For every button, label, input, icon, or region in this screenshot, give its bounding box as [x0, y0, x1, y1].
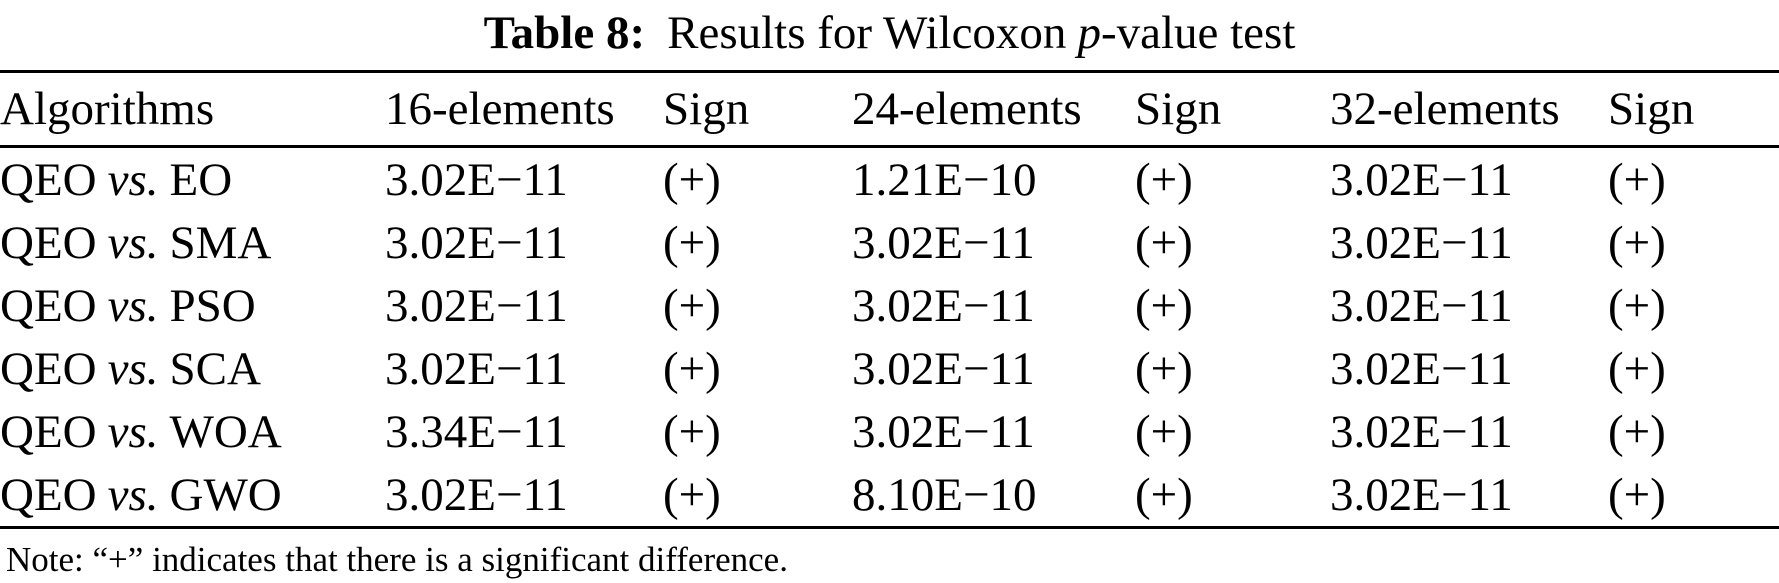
column-header-16-elements: 16-elements: [385, 71, 663, 148]
pvalue-cell: 3.02E−11: [852, 342, 1035, 395]
sign-cell: (+): [663, 342, 721, 395]
sign-cell: (+): [1608, 153, 1666, 206]
vs-label: vs.: [107, 468, 159, 521]
algorithm-opponent: EO: [169, 153, 233, 206]
algorithm-base: QEO: [0, 405, 97, 458]
column-header-sign-32: Sign: [1608, 71, 1779, 148]
pvalue-cell: 3.02E−11: [385, 279, 568, 332]
pvalue-cell: 3.02E−11: [385, 468, 568, 521]
sign-cell: (+): [1135, 216, 1193, 269]
algorithm-base: QEO: [0, 216, 97, 269]
algorithm-base: QEO: [0, 153, 97, 206]
table-caption-text: Results for Wilcoxon: [667, 7, 1067, 59]
algorithm-pair-cell: QEO vs. EO: [0, 147, 385, 212]
sign-cell: (+): [663, 468, 721, 521]
algorithm-opponent: SMA: [169, 216, 272, 269]
header-row: Algorithms 16-elements Sign 24-elements …: [0, 71, 1779, 148]
column-header-algorithms: Algorithms: [0, 71, 385, 148]
pvalue-cell: 3.02E−11: [852, 216, 1035, 269]
sign-cell: (+): [663, 405, 721, 458]
algorithm-pair-cell: QEO vs. GWO: [0, 463, 385, 528]
table-row: QEO vs. SMA 3.02E−11 (+) 3.02E−11 (+) 3.02…: [0, 211, 1779, 274]
sign-cell: (+): [1608, 279, 1666, 332]
vs-label: vs.: [107, 216, 159, 269]
pvalue-cell: 3.34E−11: [385, 405, 568, 458]
algorithm-base: QEO: [0, 468, 97, 521]
pvalue-cell: 3.02E−11: [1330, 405, 1513, 458]
table-row: QEO vs. PSO 3.02E−11 (+) 3.02E−11 (+) 3.02…: [0, 274, 1779, 337]
sign-cell: (+): [1608, 405, 1666, 458]
pvalue-cell: 3.02E−11: [852, 279, 1035, 332]
column-header-24-elements: 24-elements: [852, 71, 1135, 148]
sign-cell: (+): [1135, 405, 1193, 458]
table-row: QEO vs. EO 3.02E−11 (+) 1.21E−10 (+) 3.02E…: [0, 147, 1779, 212]
algorithm-opponent: SCA: [169, 342, 261, 395]
sign-cell: (+): [663, 279, 721, 332]
table-note: Note: “+” indicates that there is a sign…: [6, 540, 788, 579]
pvalue-cell: 3.02E−11: [1330, 153, 1513, 206]
pvalue-cell: 3.02E−11: [1330, 216, 1513, 269]
algorithm-opponent: PSO: [169, 279, 256, 332]
table-row: QEO vs. WOA 3.34E−11 (+) 3.02E−11 (+) 3.02…: [0, 400, 1779, 463]
vs-label: vs.: [107, 405, 159, 458]
table-caption-text-suffix: -value test: [1100, 7, 1296, 59]
pvalue-cell: 3.02E−11: [852, 405, 1035, 458]
pvalue-cell: 3.02E−11: [385, 216, 568, 269]
sign-cell: (+): [1608, 468, 1666, 521]
table-caption: Table 8: Results for Wilcoxon p-value test: [0, 0, 1779, 61]
vs-label: vs.: [107, 342, 159, 395]
algorithm-opponent: WOA: [169, 405, 282, 458]
pvalue-cell: 3.02E−11: [385, 342, 568, 395]
vs-label: vs.: [107, 153, 159, 206]
algorithm-pair-cell: QEO vs. SCA: [0, 337, 385, 400]
sign-cell: (+): [663, 216, 721, 269]
vs-label: vs.: [107, 279, 159, 332]
pvalue-cell: 3.02E−11: [1330, 279, 1513, 332]
algorithm-base: QEO: [0, 279, 97, 332]
algorithm-opponent: GWO: [169, 468, 282, 521]
column-header-sign-16: Sign: [663, 71, 852, 148]
table-row: QEO vs. GWO 3.02E−11 (+) 8.10E−10 (+) 3.02…: [0, 463, 1779, 528]
wilcoxon-results-table: Algorithms 16-elements Sign 24-elements …: [0, 70, 1779, 529]
column-header-sign-24: Sign: [1135, 71, 1330, 148]
pvalue-cell: 3.02E−11: [1330, 342, 1513, 395]
pvalue-cell: 3.02E−11: [385, 153, 568, 206]
column-header-32-elements: 32-elements: [1330, 71, 1608, 148]
pvalue-cell: 1.21E−10: [852, 153, 1037, 206]
table-row: QEO vs. SCA 3.02E−11 (+) 3.02E−11 (+) 3.02…: [0, 337, 1779, 400]
sign-cell: (+): [1135, 153, 1193, 206]
pvalue-cell: 8.10E−10: [852, 468, 1037, 521]
sign-cell: (+): [1608, 342, 1666, 395]
sign-cell: (+): [663, 153, 721, 206]
algorithm-pair-cell: QEO vs. SMA: [0, 211, 385, 274]
table-caption-italic-p: p: [1077, 7, 1101, 59]
sign-cell: (+): [1135, 468, 1193, 521]
algorithm-base: QEO: [0, 342, 97, 395]
sign-cell: (+): [1135, 279, 1193, 332]
sign-cell: (+): [1135, 342, 1193, 395]
algorithm-pair-cell: QEO vs. PSO: [0, 274, 385, 337]
pvalue-cell: 3.02E−11: [1330, 468, 1513, 521]
algorithm-pair-cell: QEO vs. WOA: [0, 400, 385, 463]
sign-cell: (+): [1608, 216, 1666, 269]
table-caption-label: Table 8:: [483, 7, 646, 59]
